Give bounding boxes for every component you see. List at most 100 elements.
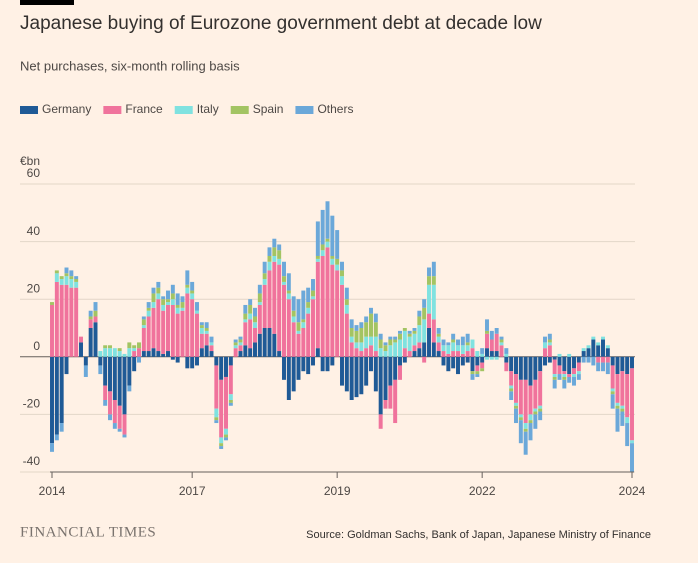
bar-segment [446, 342, 451, 346]
bar-segment [238, 339, 243, 343]
bar-segment [412, 345, 417, 352]
bar-segment [151, 293, 156, 303]
bar-segment [465, 356, 470, 363]
bar-segment [504, 348, 509, 354]
bar-segment [69, 279, 74, 288]
bar-segment [625, 356, 630, 375]
bar-segment [195, 313, 199, 357]
bar-segment [185, 284, 190, 288]
bar-segment [417, 310, 422, 317]
brand: FINANCIAL TIMES [20, 524, 156, 540]
bar-segment [262, 273, 267, 280]
bar-segment [224, 428, 228, 435]
bar-segment [528, 423, 533, 441]
bar-segment [282, 276, 286, 282]
bar-segment [514, 408, 518, 424]
bar-segment [451, 333, 456, 340]
bar-segment [470, 339, 475, 349]
bar-segment [576, 356, 581, 363]
bar-segment [547, 333, 552, 340]
axis: -40 -20 0 20 40 60 2014 2017 2019 2022 2024 [23, 166, 646, 498]
bar-segment [161, 296, 166, 300]
bar-segment [620, 411, 625, 426]
bar-segment [523, 423, 528, 429]
y-tick-label: 40 [27, 224, 41, 238]
bar-segment [228, 394, 233, 400]
bar-segment [112, 356, 117, 400]
bar-segment [117, 405, 122, 429]
bar-segment [504, 356, 509, 363]
bar-segment [407, 333, 412, 337]
bar-segment [446, 353, 451, 357]
bar-segment [417, 348, 422, 357]
bar-segment [383, 342, 388, 346]
bar-segment [199, 322, 204, 326]
bar-segment [117, 351, 122, 357]
bar-segment [586, 348, 591, 357]
bar-segment [195, 310, 199, 314]
bar-segment [552, 379, 557, 389]
bar-segment [388, 356, 393, 386]
bar-segment [630, 440, 634, 444]
bar-segment [301, 319, 306, 323]
bar-segment [122, 356, 127, 415]
bar-segment [137, 348, 141, 357]
bar-segment [228, 365, 233, 395]
legend-swatch [103, 106, 122, 114]
bar-segment [427, 284, 431, 314]
bar-segment [320, 250, 325, 256]
bar-segment [557, 374, 562, 380]
bar-segment [373, 322, 378, 337]
bar-segment [349, 342, 354, 357]
bar-segment [431, 319, 436, 343]
bar-segment [364, 348, 369, 357]
bar-segment [620, 408, 625, 412]
bar-segment [151, 307, 156, 349]
bar-segment [436, 328, 441, 334]
bar-segment [436, 336, 441, 343]
bar-segment [64, 267, 69, 274]
bar-segment [315, 261, 320, 349]
bar-segment [83, 356, 88, 366]
legend-label: Italy [197, 102, 219, 116]
bar-segment [373, 313, 378, 323]
bar-segment [282, 284, 286, 357]
bar-segment [460, 353, 465, 357]
bar-segment [427, 313, 431, 328]
bar-segment [262, 328, 267, 357]
bar-segment [93, 316, 98, 323]
bar-segment [291, 316, 296, 323]
bar-segment [74, 279, 79, 282]
bar-segment [233, 339, 238, 343]
bar-segment [610, 356, 615, 366]
bar-segment [243, 322, 248, 346]
bar-segment [480, 348, 485, 354]
bar-segment [301, 356, 306, 372]
bar-segment [557, 356, 562, 366]
bar-segment [402, 328, 407, 331]
bar-segment [552, 359, 557, 375]
bar-segment [610, 394, 615, 409]
bar-segment [161, 310, 166, 354]
bar-segment [64, 284, 69, 357]
bar-segment [291, 296, 296, 311]
bar-segment [344, 287, 349, 300]
legend-swatch [174, 106, 193, 114]
bar-segment [325, 247, 330, 357]
y-tick-label: 20 [27, 281, 41, 295]
bar-segment [562, 356, 567, 372]
bar-segment [625, 423, 630, 447]
bar-segment [180, 296, 185, 303]
bar-segment [103, 356, 108, 386]
bar-segment [494, 333, 499, 352]
bar-segment [456, 356, 460, 375]
bar-segment [605, 348, 610, 357]
bar-segment [74, 287, 79, 357]
bar-segment [557, 353, 562, 357]
bar-segment [417, 316, 422, 326]
bar-segment [518, 356, 523, 380]
bar-segment [344, 304, 349, 314]
bar-segment [248, 313, 253, 320]
bars [50, 201, 634, 472]
bar-segment [576, 362, 581, 372]
